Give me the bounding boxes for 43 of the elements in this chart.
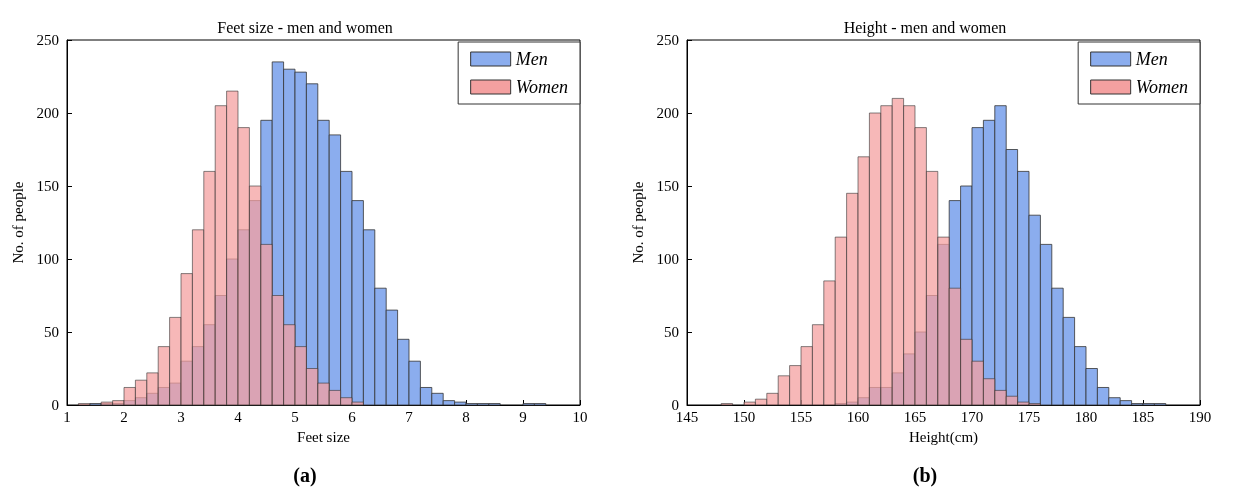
y-axis-title: No. of people — [630, 181, 647, 264]
y-tick-label: 250 — [36, 32, 59, 48]
x-tick-label: 3 — [177, 408, 185, 425]
x-tick-label: 190 — [1188, 408, 1212, 425]
text: (b) — [912, 464, 938, 487]
chart-title: Height - men and women — [843, 18, 1007, 37]
x-tick-label: 150 — [732, 408, 756, 425]
y-tick-label: 50 — [44, 324, 59, 340]
x-tick-label: 7 — [405, 408, 414, 425]
text: (a) — [293, 464, 317, 487]
y-tick-label: 100 — [36, 251, 59, 267]
legend-label: Women — [1135, 77, 1189, 97]
chart-title: Feet size - men and women — [217, 18, 393, 36]
legend-label: Men — [514, 49, 548, 69]
x-tick-label: 155 — [789, 408, 813, 425]
x-tick-label: 175 — [1017, 408, 1041, 425]
x-tick-label: 160 — [846, 408, 870, 425]
x-axis-title: Height(cm) — [908, 428, 979, 446]
x-tick-label: 5 — [291, 408, 299, 425]
legend-label: Men — [1134, 49, 1168, 69]
y-tick-label: 50 — [664, 324, 679, 340]
y-tick-label: 100 — [656, 251, 679, 267]
x-tick-label: 170 — [960, 408, 984, 425]
x-tick-label: 165 — [903, 408, 927, 425]
legend-label: Women — [515, 77, 569, 97]
x-tick-label: 8 — [462, 408, 470, 425]
y-tick-label: 150 — [36, 178, 59, 194]
x-axis-title: Feet size — [297, 428, 351, 445]
x-tick-label: 6 — [348, 408, 357, 425]
x-tick-label: 10 — [572, 408, 588, 425]
y-tick-label: 200 — [36, 105, 59, 121]
y-tick-label: 0 — [51, 397, 59, 413]
x-tick-label: 185 — [1131, 408, 1155, 425]
x-tick-label: 2 — [120, 408, 128, 425]
y-tick-label: 200 — [656, 105, 679, 121]
y-tick-label: 0 — [671, 397, 679, 413]
x-tick-label: 1 — [63, 408, 71, 425]
x-tick-label: 4 — [234, 408, 243, 425]
x-tick-label: 180 — [1074, 408, 1098, 425]
y-tick-label: 150 — [656, 178, 679, 194]
x-tick-label: 9 — [519, 408, 527, 425]
y-tick-label: 250 — [656, 32, 679, 48]
y-axis-title: No. of people — [10, 181, 27, 264]
